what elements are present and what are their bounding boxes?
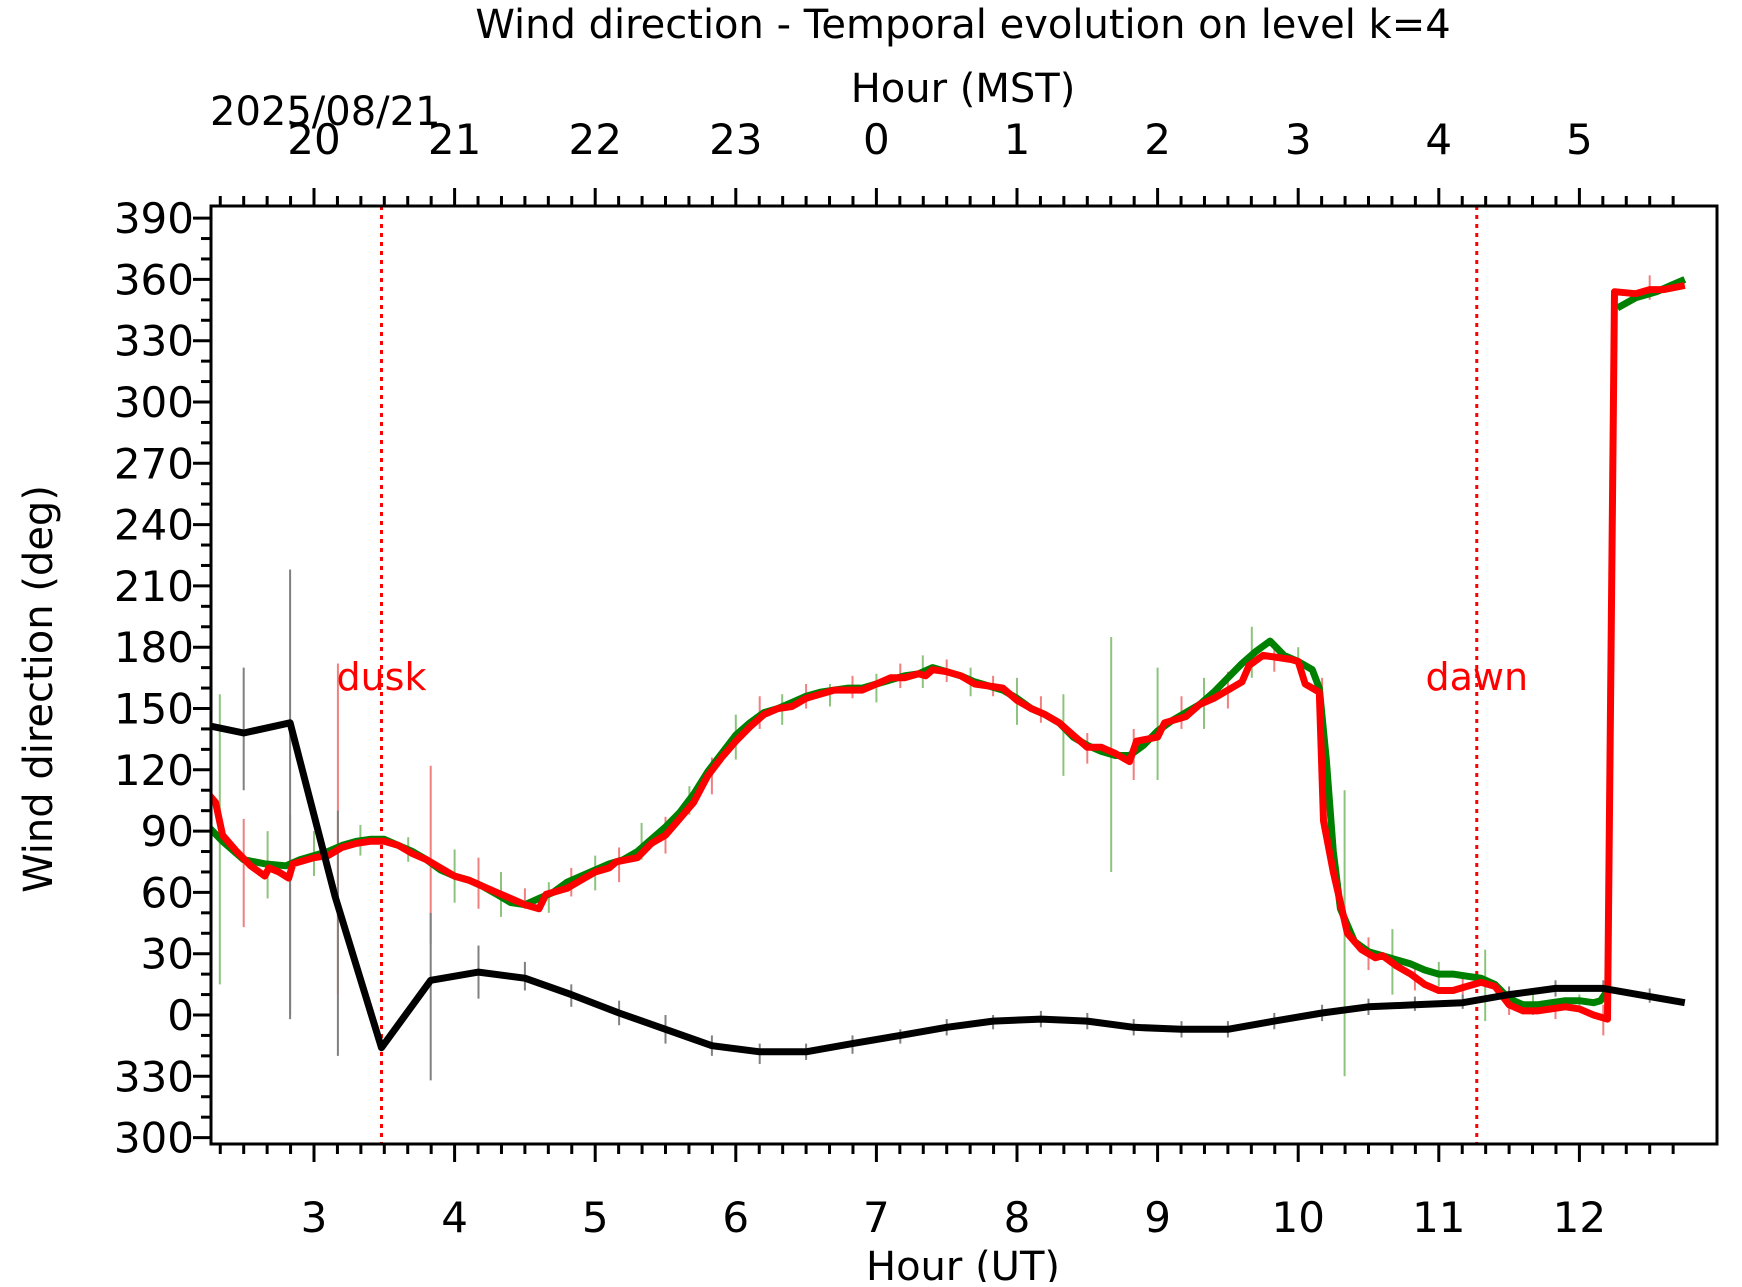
dusk-annotation: dusk	[336, 655, 426, 699]
top-tick-label: 22	[568, 115, 621, 164]
y-tick-label: 180	[114, 623, 194, 672]
plot-frame	[209, 204, 1719, 1146]
top-tick-label: 2	[1144, 115, 1171, 164]
y-tick-label: 30	[141, 930, 194, 979]
x-tick-label: 4	[441, 1193, 468, 1242]
y-tick-label: 330	[114, 1052, 194, 1101]
y-tick-label: 90	[141, 807, 194, 856]
top-tick-label: 21	[428, 115, 481, 164]
y-tick-label: 0	[167, 991, 194, 1040]
x-tick-label: 9	[1144, 1193, 1171, 1242]
dawn-annotation: dawn	[1425, 655, 1528, 699]
y-tick-label: 390	[114, 194, 194, 243]
y-tick-label: 300	[114, 1114, 194, 1163]
x-tick-label: 7	[863, 1193, 890, 1242]
x-tick-label: 11	[1412, 1193, 1465, 1242]
y-tick-label: 240	[114, 501, 194, 550]
x-tick-label: 10	[1271, 1193, 1324, 1242]
y-tick-label: 360	[114, 255, 194, 304]
y-tick-label: 270	[114, 439, 194, 488]
y-tick-label: 60	[141, 868, 194, 917]
black-series-line	[211, 719, 1686, 1056]
top-tick-label: 5	[1566, 115, 1593, 164]
plot-layer: dusk dawn	[211, 206, 1687, 1144]
y-tick-label: 300	[114, 378, 194, 427]
y-tick-label: 330	[114, 317, 194, 366]
x-tick-label: 5	[582, 1193, 609, 1242]
top-axis-label: Hour (MST)	[851, 66, 1076, 112]
plot-content	[211, 206, 1687, 1144]
top-tick-label: 0	[863, 115, 890, 164]
x-tick-label: 3	[301, 1193, 328, 1242]
top-tick-label: 1	[1004, 115, 1031, 164]
top-date-label: 2025/08/21	[210, 89, 441, 135]
y-tick-label: 150	[114, 685, 194, 734]
y-tick-label: 120	[114, 746, 194, 795]
top-tick-label: 3	[1285, 115, 1312, 164]
y-axis-label: Wind direction (deg)	[16, 485, 62, 893]
x-axis-label: Hour (UT)	[866, 1244, 1060, 1282]
y-tick-label: 210	[114, 562, 194, 611]
top-tick-label: 4	[1425, 115, 1452, 164]
chart-title: Wind direction - Temporal evolution on l…	[475, 2, 1450, 48]
x-tick-label: 12	[1553, 1193, 1606, 1242]
top-tick-label: 23	[709, 115, 762, 164]
top-tick-label: 20	[287, 115, 340, 164]
x-tick-label: 6	[722, 1193, 749, 1242]
x-tick-label: 8	[1004, 1193, 1031, 1242]
red-series-line	[211, 282, 1686, 1023]
